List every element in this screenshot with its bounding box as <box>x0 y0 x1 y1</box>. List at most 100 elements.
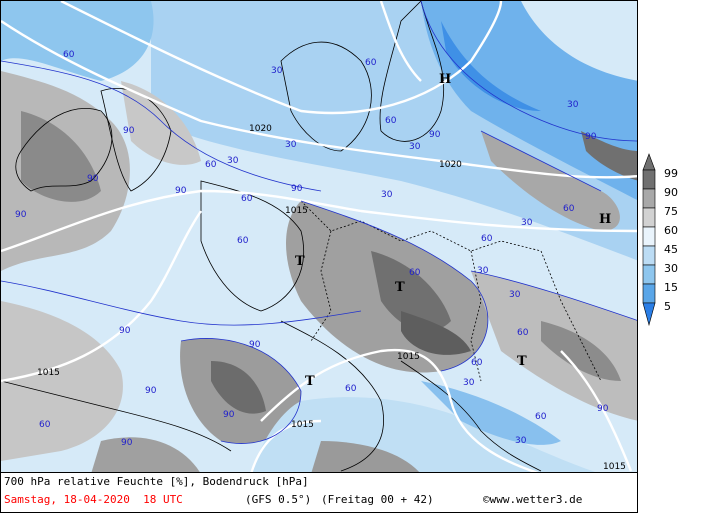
coastline-scandinavia <box>379 1 445 142</box>
contour <box>300 200 489 372</box>
humidity-label: 30 <box>227 156 239 166</box>
humidity-label: 60 <box>563 204 575 214</box>
map-canvas: 60 60 60 60 30 30 30 30 30 30 90 90 90 9… <box>1 1 637 472</box>
humidity-area <box>91 437 200 472</box>
legend-swatch <box>642 188 656 209</box>
coastline-adriatic <box>400 360 542 472</box>
humidity-area <box>481 131 620 231</box>
humidity-label: 60 <box>63 50 75 60</box>
legend-label: 75 <box>664 205 678 218</box>
isobar-label: 1015 <box>603 462 626 472</box>
coastlines <box>1 1 602 472</box>
humidity-label: 60 <box>385 116 397 126</box>
humidity-label: 60 <box>205 160 217 170</box>
map-footer: 700 hPa relative Feuchte [%], Bodendruck… <box>0 473 638 513</box>
humidity-area <box>421 1 637 200</box>
humidity-area <box>401 311 471 355</box>
legend-label: 15 <box>664 281 678 294</box>
contour <box>1 280 362 326</box>
humidity-label: 90 <box>291 184 303 194</box>
humidity-area <box>441 21 541 111</box>
humidity-label: 90 <box>597 404 609 414</box>
humidity-label: 60 <box>535 412 547 422</box>
border <box>300 200 542 252</box>
isobar-1015-south <box>260 348 539 472</box>
humidity-area <box>311 441 420 472</box>
humidity-label: 90 <box>223 410 235 420</box>
border <box>310 230 332 342</box>
humidity-label: 60 <box>365 58 377 68</box>
contour <box>1 60 322 192</box>
coastline-benelux <box>200 180 304 312</box>
humidity-area <box>581 131 637 181</box>
weather-map: 60 60 60 60 30 30 30 30 30 30 90 90 90 9… <box>0 0 638 473</box>
color-legend: 99 90 75 60 45 30 15 5 <box>638 0 704 473</box>
contour <box>420 1 637 142</box>
isobar-labels: 1020 1020 1015 1015 1015 1015 1015 <box>37 124 626 472</box>
humidity-area <box>371 251 451 332</box>
coastline-italy <box>280 320 384 472</box>
humidity-label: 60 <box>39 420 51 430</box>
isobar-1015 <box>1 189 637 253</box>
humidity-area <box>21 111 101 202</box>
humidity-label: 90 <box>175 186 187 196</box>
isobar-1020 <box>1 20 637 179</box>
legend-label: 5 <box>664 300 671 313</box>
isobar-1020-north <box>60 1 503 115</box>
humidity-label: 30 <box>463 378 475 388</box>
humidity-label: 60 <box>409 268 421 278</box>
contour <box>470 270 637 321</box>
legend-label: 99 <box>664 167 678 180</box>
humidity-label: 90 <box>123 126 135 136</box>
humidity-label: 90 <box>585 132 597 142</box>
isobar-label: 1015 <box>397 352 420 362</box>
coastline-denmark <box>280 41 372 152</box>
isobar-north <box>379 1 422 82</box>
contour <box>180 338 302 444</box>
legend-swatch <box>642 226 656 247</box>
humidity-label: 30 <box>509 290 521 300</box>
humidity-label: 30 <box>567 100 579 110</box>
map-title: 700 hPa relative Feuchte [%], Bodendruck… <box>4 475 309 488</box>
legend-swatch <box>642 169 656 190</box>
high-pressure-marker: H <box>599 212 611 227</box>
humidity-label: 60 <box>517 328 529 338</box>
humidity-label: 30 <box>521 218 533 228</box>
humidity-fields <box>1 1 637 472</box>
model-run: (Freitag 00 + 42) <box>321 493 434 506</box>
isobar-1015-west <box>1 210 202 383</box>
isobar-label: 1020 <box>249 124 272 134</box>
humidity-area <box>151 1 637 261</box>
humidity-label: 90 <box>429 130 441 140</box>
humidity-label: 90 <box>87 174 99 184</box>
legend-swatch <box>642 245 656 266</box>
humidity-contours <box>1 1 637 444</box>
border <box>470 250 482 382</box>
legend-swatch <box>642 207 656 228</box>
humidity-label: 90 <box>145 386 157 396</box>
isobar-label: 1015 <box>291 420 314 430</box>
contour <box>480 130 602 192</box>
isobar-1015-east <box>560 350 633 472</box>
legend-label: 30 <box>664 262 678 275</box>
humidity-label: 30 <box>271 66 283 76</box>
low-pressure-marker: T <box>395 280 405 295</box>
legend-swatch <box>642 264 656 285</box>
model-name: (GFS 0.5°) <box>245 493 312 506</box>
humidity-label: 90 <box>119 326 131 336</box>
humidity-label: 60 <box>481 234 493 244</box>
humidity-area <box>1 1 154 81</box>
humidity-label: 60 <box>237 236 249 246</box>
humidity-label: 30 <box>381 190 393 200</box>
isobars <box>1 1 637 472</box>
valid-time: Samstag, 18-04-2020 18 UTC <box>4 493 183 506</box>
humidity-area <box>121 81 201 165</box>
credit-link[interactable]: ©www.wetter3.de <box>483 493 583 506</box>
border <box>540 250 602 382</box>
low-pressure-marker: T <box>517 354 527 369</box>
humidity-label: 30 <box>515 436 527 446</box>
isobar-label: 1015 <box>37 368 60 378</box>
humidity-area <box>1 301 123 461</box>
low-pressure-marker: T <box>295 254 305 269</box>
legend-arrow-bottom <box>642 302 656 327</box>
